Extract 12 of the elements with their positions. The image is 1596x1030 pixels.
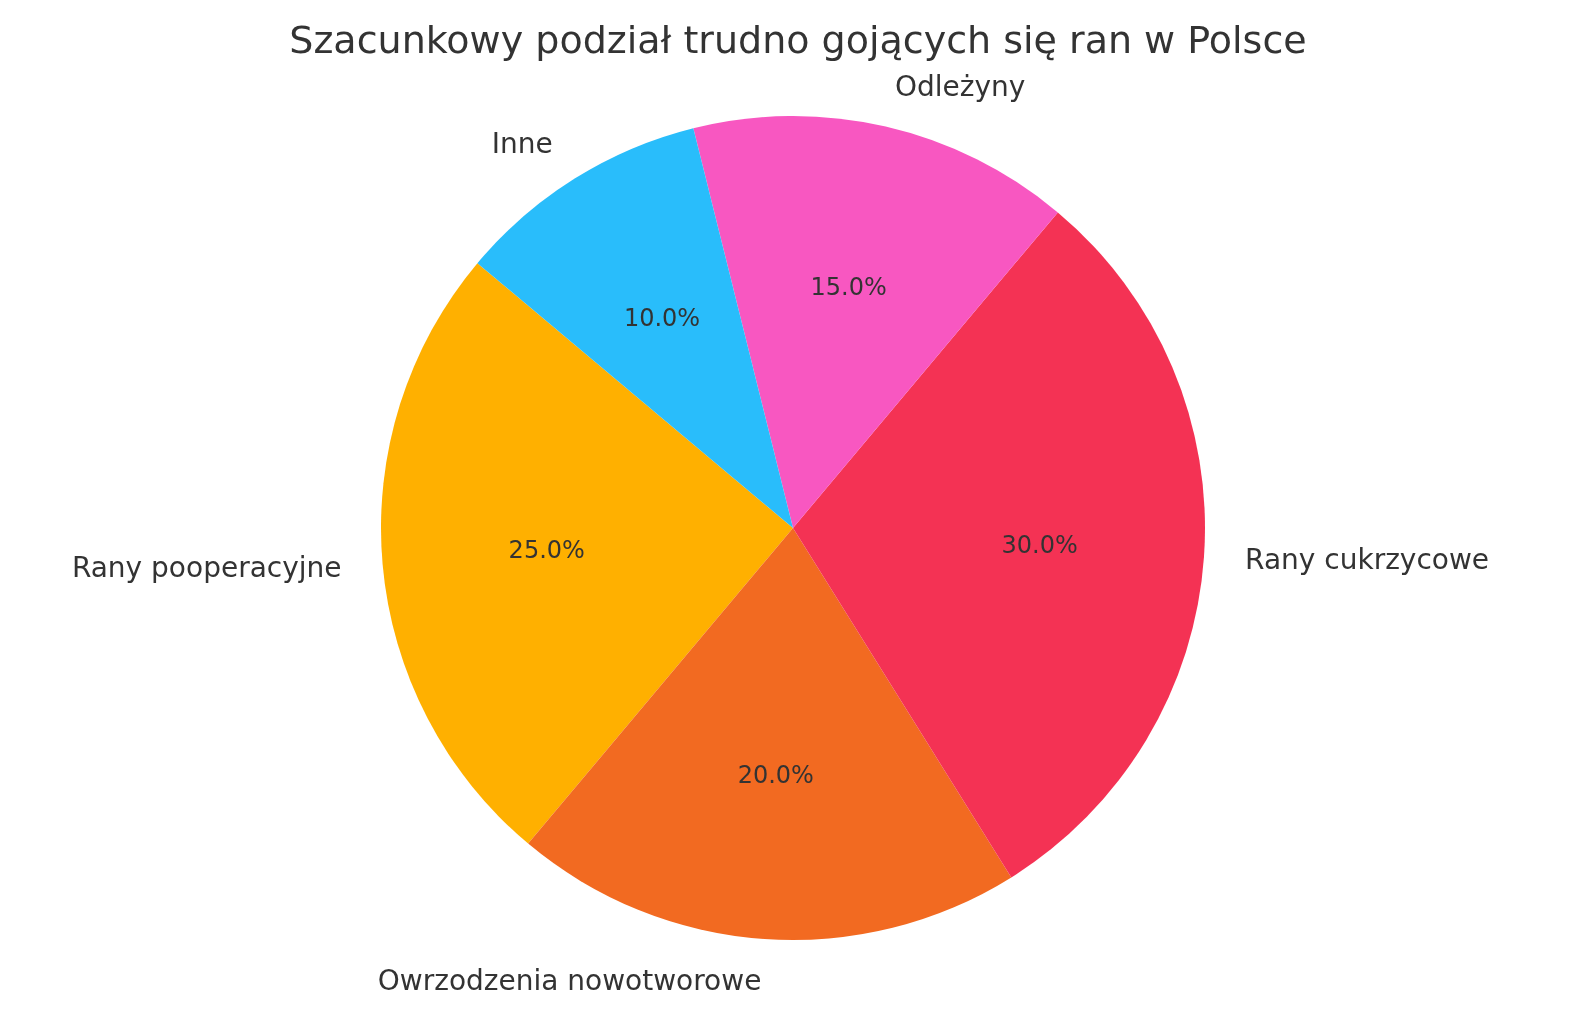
slice-label: Rany pooperacyjne (71, 551, 342, 584)
slice-label: Inne (491, 127, 553, 161)
data-label: 10.0% (623, 304, 701, 333)
slice-label: Odleżyny (894, 69, 1026, 103)
pie-slice (477, 128, 793, 528)
data-label: 15.0% (810, 273, 887, 302)
data-label: 30.0% (1001, 531, 1078, 560)
slice-label: Rany cukrzycowe (1245, 543, 1490, 577)
data-label: 20.0% (737, 760, 814, 789)
data-label: 25.0% (508, 535, 585, 564)
slice-label: Owrzodzenia nowotworowe (377, 963, 762, 997)
chart-title: Szacunkowy podział trudno gojących się ran w Polsce (289, 18, 1307, 62)
